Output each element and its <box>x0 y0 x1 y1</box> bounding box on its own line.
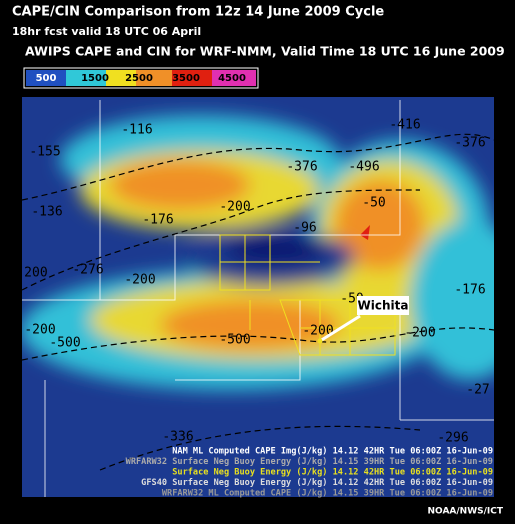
legend: NAM ML Computed CAPE Img(J/kg) 14.12 42H… <box>126 447 493 499</box>
contour-label: -296 <box>437 431 468 446</box>
contour-label: -500 <box>49 336 80 351</box>
colorbar-label: 500 <box>36 73 57 84</box>
contour-label: -176 <box>142 213 173 228</box>
legend-line: WRFARW32 ML Computed CAPE (J/kg) 14.15 3… <box>162 489 493 499</box>
contour-label: -136 <box>31 205 62 220</box>
colorbar-label: 3500 <box>172 73 200 84</box>
city-dot <box>317 338 323 344</box>
colorbar-label: 2500 <box>125 73 153 84</box>
contour-label: -200 <box>219 200 250 215</box>
map-title: AWIPS CAPE and CIN for WRF-NMM, Valid Ti… <box>25 44 505 59</box>
contour-label: -496 <box>348 160 379 175</box>
contour-label: -376 <box>454 136 485 151</box>
title: CAPE/CIN Comparison from 12z 14 June 200… <box>12 5 384 20</box>
contour-label: -200 <box>24 323 55 338</box>
contour-label: -500 <box>219 333 250 348</box>
pointer <box>319 314 361 343</box>
colorbar-label: 4500 <box>218 73 246 84</box>
colorbar-label: 1500 <box>81 73 109 84</box>
contour-label: -200 <box>16 266 47 281</box>
subtitle: 18hr fcst valid 18 UTC 06 April <box>12 25 201 38</box>
label-box <box>357 296 409 315</box>
map <box>22 97 494 497</box>
contour-label: -336 <box>162 430 193 445</box>
legend-line: NAM ML Computed CAPE Img(J/kg) 14.12 42H… <box>172 447 493 457</box>
contour-label: -155 <box>29 145 60 160</box>
credit: NOAA/NWS/ICT <box>428 507 504 517</box>
legend-line: GFS40 Surface Neg Buoy Energy (J/kg) 14.… <box>141 478 493 488</box>
contour-label: -276 <box>72 263 103 278</box>
contour-label: -200 <box>124 273 155 288</box>
legend-line: WRFARW32 Surface Neg Buoy Energy (J/kg) … <box>126 457 493 467</box>
contour-label: -416 <box>389 118 420 133</box>
contour-label: -50 <box>362 196 385 211</box>
contour-label: -116 <box>121 123 152 138</box>
contour-label: -96 <box>293 221 316 236</box>
colorbar <box>23 67 259 89</box>
contour-label: -376 <box>286 160 317 175</box>
contour-labels: -116 -416 -376 -155 -136 -176 -376 -496 -50 -96 -2… <box>16 118 489 446</box>
contour-label: -200 <box>302 324 333 339</box>
legend-line: Surface Neg Buoy Energy (J/kg) 14.12 42H… <box>172 468 493 478</box>
city-label: Wichita <box>358 299 409 313</box>
contour-label: -200 <box>404 326 435 341</box>
contour-label: -176 <box>454 283 485 298</box>
contour-label: -27 <box>466 383 489 398</box>
